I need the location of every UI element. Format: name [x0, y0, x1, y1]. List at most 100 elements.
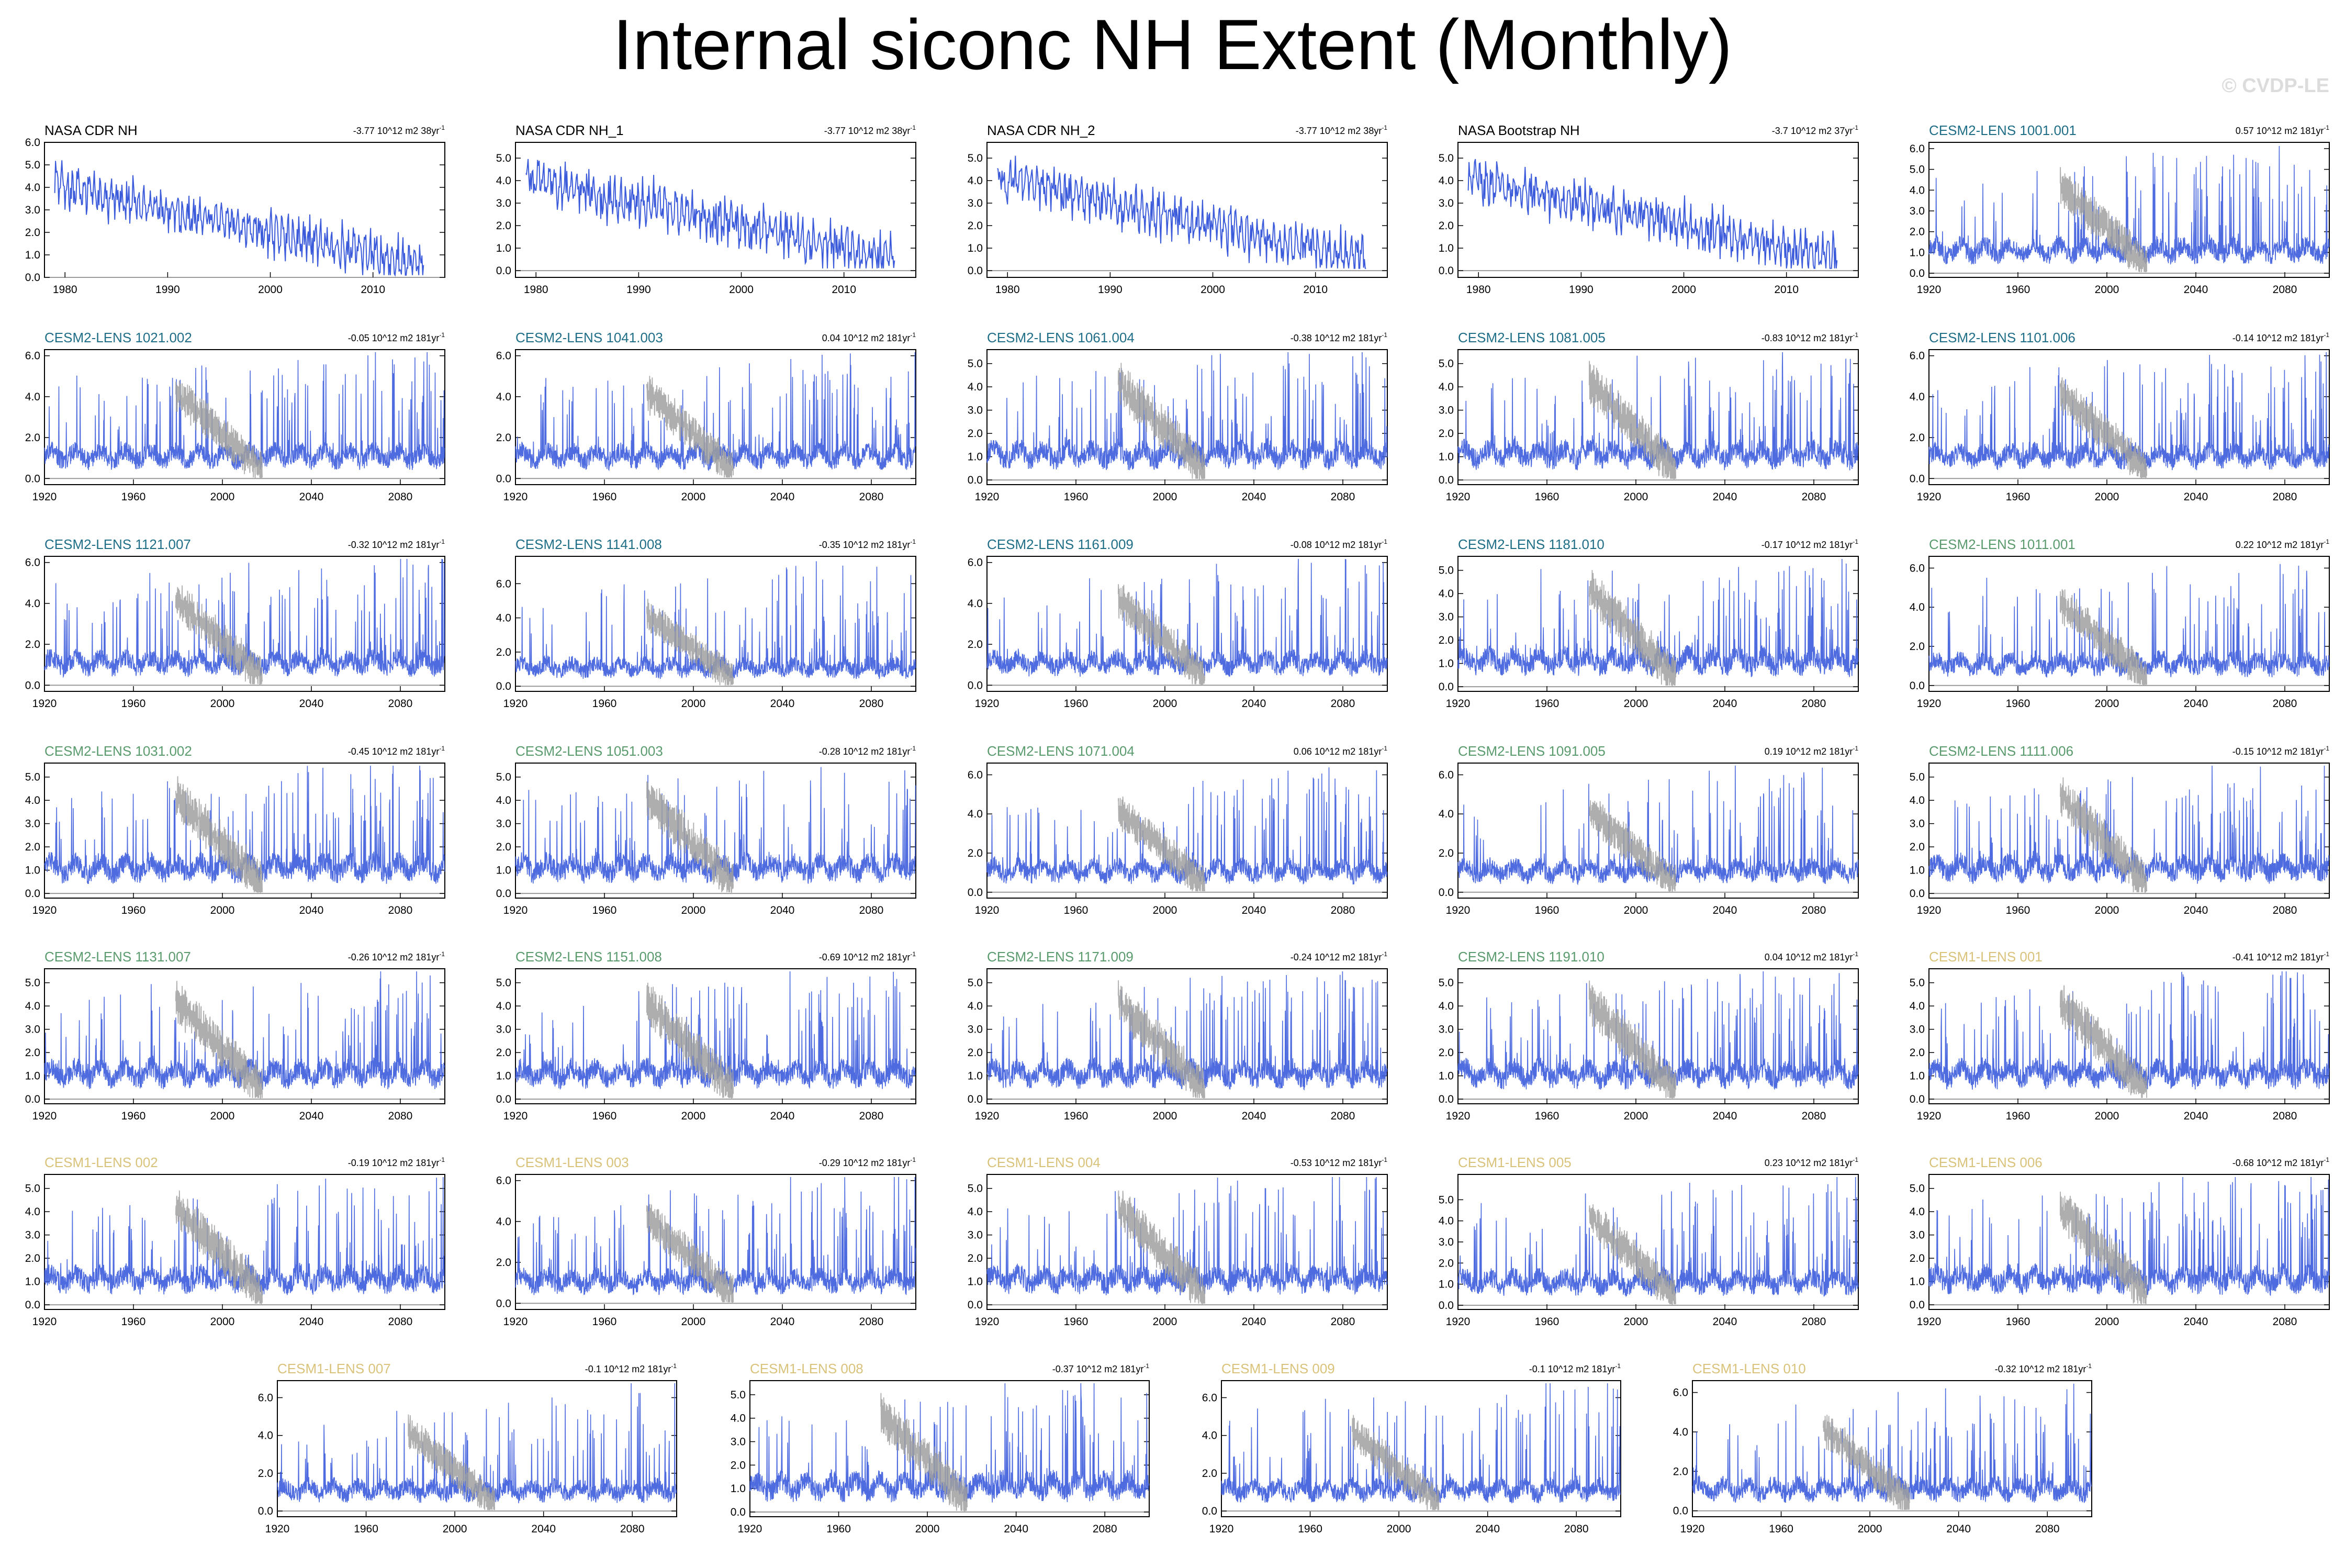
y-tick-label: 4.0: [496, 794, 511, 807]
trend-superscript: -1: [2324, 950, 2329, 958]
y-tick-label: 5.0: [1910, 164, 1925, 176]
x-tick-label: 1960: [1064, 1110, 1089, 1122]
y-tick-label: 0.0: [968, 265, 983, 277]
trend-superscript: -1: [1853, 1156, 1858, 1163]
observed-overlay-line: [1117, 796, 1205, 892]
panel-name: CESM2-LENS 1101.006: [1929, 330, 2075, 345]
y-tick-label: 4.0: [25, 182, 40, 194]
y-tick-label: 4.0: [258, 1430, 273, 1442]
x-tick-label: 1960: [592, 904, 617, 916]
y-tick-label: 2.0: [968, 639, 983, 651]
chart-panel: CESM2-LENS 1001.001 0.57 10^12 m2 181yr-1…: [1910, 122, 2330, 296]
x-tick-label: 1920: [975, 1110, 1000, 1122]
x-tick-label: 2010: [1774, 284, 1799, 296]
y-tick-label: 5.0: [25, 977, 40, 989]
x-tick-label: 2000: [1153, 1316, 1177, 1328]
x-tick-label: 2000: [681, 491, 706, 503]
y-tick-label: 2.0: [1910, 641, 1925, 653]
y-tick-label: 5.0: [968, 358, 983, 370]
y-tick-label: 2.0: [968, 1252, 983, 1264]
trend-superscript: -1: [671, 1362, 677, 1370]
y-tick-label: 4.0: [25, 1206, 40, 1218]
y-tick-label: 1.0: [1910, 1070, 1925, 1082]
y-tick-label: 4.0: [25, 794, 40, 807]
observed-overlay-line: [1588, 980, 1676, 1099]
y-tick-label: 4.0: [968, 381, 983, 393]
y-tick-label: 0.0: [496, 1297, 511, 1309]
y-tick-label: 2.0: [25, 1252, 40, 1264]
observed-overlay-line: [1823, 1415, 1910, 1510]
y-tick-label: 5.0: [1910, 771, 1925, 783]
y-tick-label: 0.0: [496, 1093, 511, 1105]
x-tick-label: 1960: [1064, 491, 1089, 503]
y-tick-label: 5.0: [1910, 1183, 1925, 1195]
x-tick-label: 2040: [770, 491, 795, 503]
x-tick-label: 2080: [1802, 491, 1826, 503]
panel-trend: -0.38 10^12 m2 181yr-1: [1291, 331, 1388, 343]
y-tick-label: 0.0: [258, 1505, 273, 1517]
y-tick-label: 0.0: [25, 1299, 40, 1311]
panel-name: NASA CDR NH: [44, 122, 138, 138]
y-tick-label: 4.0: [1439, 381, 1454, 393]
y-tick-label: 5.0: [968, 1183, 983, 1195]
x-tick-label: 1980: [524, 284, 548, 296]
x-tick-label: 1920: [1917, 1316, 1942, 1328]
y-tick-label: 4.0: [25, 1000, 40, 1012]
series-line: [54, 160, 424, 277]
x-tick-label: 1920: [1917, 491, 1942, 503]
y-tick-label: 3.0: [1910, 205, 1925, 217]
x-tick-label: 2080: [859, 698, 884, 710]
y-tick-label: 1.0: [496, 1070, 511, 1082]
y-tick-label: 2.0: [25, 1047, 40, 1059]
panel-name: CESM1-LENS 003: [515, 1155, 629, 1170]
y-tick-label: 4.0: [496, 1000, 511, 1012]
x-tick-label: 2000: [2095, 1110, 2119, 1122]
panel-trend: -0.29 10^12 m2 181yr-1: [819, 1156, 916, 1168]
y-tick-label: 2.0: [1910, 1252, 1925, 1264]
trend-superscript: -1: [1382, 950, 1387, 958]
y-tick-label: 0.0: [968, 887, 983, 899]
y-tick-label: 6.0: [25, 137, 40, 149]
y-tick-label: 0.0: [731, 1506, 746, 1518]
plot-frame: [515, 349, 916, 485]
x-tick-label: 1920: [503, 904, 528, 916]
chart-panel: CESM1-LENS 003 -0.29 10^12 m2 181yr-1 0.0 2…: [496, 1155, 916, 1328]
panel-trend: 0.04 10^12 m2 181yr-1: [822, 331, 916, 343]
y-tick-label: 2.0: [968, 428, 983, 440]
y-tick-label: 3.0: [496, 1024, 511, 1036]
panel-trend: 0.04 10^12 m2 181yr-1: [1765, 950, 1859, 962]
trend-superscript: -1: [1382, 331, 1387, 339]
plot-frame: [44, 968, 445, 1104]
panel-name: CESM1-LENS 001: [1929, 949, 2043, 965]
plot-frame: [1221, 1380, 1621, 1517]
plot-frame: [986, 1174, 1388, 1310]
trend-superscript: -1: [1382, 538, 1387, 545]
chart-panel: CESM2-LENS 1121.007 -0.32 10^12 m2 181yr-…: [25, 536, 445, 710]
panel-name: CESM1-LENS 007: [277, 1361, 391, 1376]
x-tick-label: 2000: [1153, 698, 1177, 710]
observed-overlay-line: [1117, 1190, 1205, 1304]
y-tick-label: 5.0: [496, 152, 511, 164]
trend-superscript: -1: [1853, 331, 1858, 339]
trend-superscript: -1: [910, 331, 916, 339]
y-tick-label: 5.0: [968, 977, 983, 989]
x-tick-label: 2040: [1242, 1110, 1266, 1122]
y-tick-label: 3.0: [1439, 1236, 1454, 1248]
chart-panel: CESM2-LENS 1071.004 0.06 10^12 m2 181yr-1…: [968, 743, 1388, 916]
y-tick-label: 4.0: [1439, 588, 1454, 600]
y-tick-label: 5.0: [496, 771, 511, 783]
panel-trend: -0.08 10^12 m2 181yr-1: [1291, 538, 1388, 550]
x-tick-label: 1920: [1446, 1110, 1471, 1122]
trend-superscript: -1: [439, 331, 445, 339]
y-tick-label: 6.0: [1910, 562, 1925, 574]
x-tick-label: 2080: [2273, 1316, 2297, 1328]
chart-panel: CESM2-LENS 1101.006 -0.14 10^12 m2 181yr-…: [1910, 330, 2330, 503]
y-tick-label: 4.0: [968, 1206, 983, 1218]
panel-trend: -0.14 10^12 m2 181yr-1: [2232, 331, 2330, 343]
x-tick-label: 2010: [1303, 284, 1328, 296]
panel-name: CESM1-LENS 010: [1692, 1361, 1806, 1376]
chart-panel: CESM1-LENS 008 -0.37 10^12 m2 181yr-1 0.0 1…: [731, 1361, 1150, 1535]
y-tick-label: 2.0: [731, 1459, 746, 1471]
observed-overlay-line: [880, 1393, 968, 1511]
y-tick-label: 2.0: [1439, 428, 1454, 440]
